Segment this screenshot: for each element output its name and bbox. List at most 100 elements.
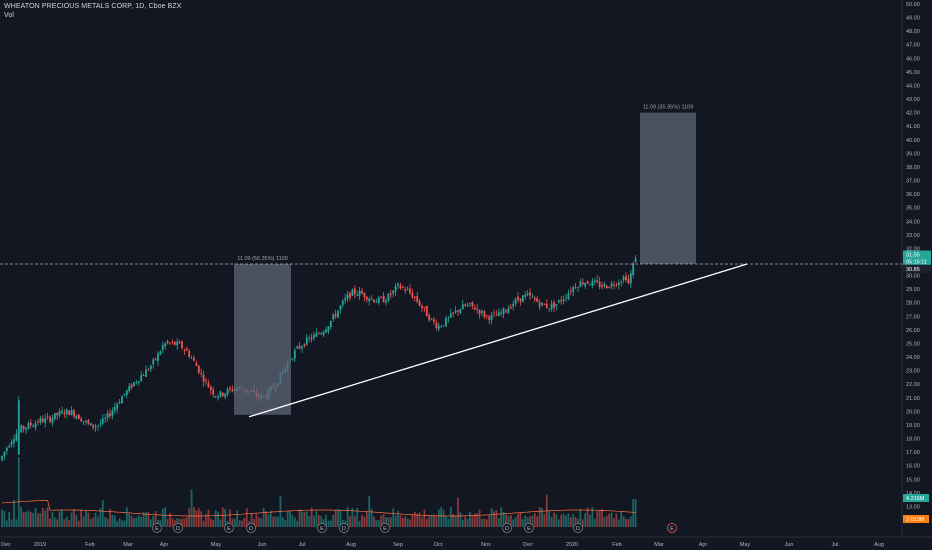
volume-bar [147, 511, 150, 527]
candle-body [565, 297, 567, 299]
candle-body [34, 423, 37, 428]
event-marker [573, 523, 583, 533]
candle-body [524, 294, 527, 297]
candle-body [197, 365, 200, 373]
volume-bar [406, 518, 409, 527]
y-tick-label: 42.00 [906, 111, 920, 117]
volume-bar [548, 510, 551, 527]
candle-body [382, 295, 385, 303]
volume-bar [169, 513, 171, 527]
candle-body [488, 316, 491, 321]
candle-body [49, 416, 51, 422]
volume-bar [425, 519, 428, 527]
volume-bar [603, 517, 606, 527]
candle-body [128, 385, 131, 392]
candle-body [178, 341, 181, 344]
candle-body [617, 282, 620, 286]
candle-body [629, 273, 632, 284]
volume-bar [382, 513, 385, 527]
volume-bar [505, 514, 507, 527]
candle-body [293, 350, 296, 359]
volume-bar [277, 516, 279, 527]
volume-bar [128, 513, 131, 527]
volume-bar [543, 513, 546, 527]
candle-body [457, 310, 459, 312]
volume-bar [440, 507, 443, 527]
volume-bar [250, 512, 253, 527]
candle-body [481, 310, 483, 313]
candle-body [581, 282, 584, 285]
candle-body [125, 390, 128, 396]
event-marker [246, 523, 256, 533]
volume-bar [214, 510, 217, 527]
candle-body [469, 303, 471, 305]
volume-bar [538, 507, 541, 527]
candle-body [466, 304, 469, 306]
candle-body [605, 285, 608, 289]
candle-body [207, 382, 210, 388]
price-tag-label: 31.55 [906, 253, 920, 259]
volume-bar [238, 520, 241, 527]
candle-body [20, 425, 23, 433]
candle-body [133, 382, 135, 387]
candle-body [502, 308, 505, 314]
volume-bar [197, 508, 200, 527]
candle-body [113, 407, 116, 411]
volume-bar [274, 516, 277, 527]
candle-body [305, 337, 308, 345]
candle-body [440, 326, 443, 328]
volume-bar [373, 516, 375, 527]
volume-bar [572, 514, 575, 527]
x-tick-label: Jul [831, 542, 838, 548]
candle-body [500, 312, 503, 314]
volume-bar [392, 508, 395, 527]
volume-bar [346, 507, 349, 527]
candle-body [505, 310, 507, 312]
candle-body [478, 309, 481, 315]
volume-bar [301, 511, 303, 527]
volume-bar [620, 511, 623, 527]
volume-bar [356, 507, 359, 527]
x-tick-label: Jul [298, 542, 305, 548]
candle-body [548, 308, 551, 310]
volume-bar [133, 518, 135, 527]
candle-body [392, 290, 395, 294]
volume-bar [555, 514, 558, 527]
volume-bar [178, 518, 181, 527]
volume-bar [577, 518, 579, 527]
candle-body [217, 396, 219, 399]
candle-body [560, 300, 563, 302]
candle-body [553, 301, 555, 308]
volume-bar [5, 520, 8, 527]
candle-body [445, 317, 447, 327]
volume-bar [557, 519, 560, 527]
volume-bar [615, 513, 618, 527]
volume-bar [77, 520, 80, 527]
volume-bar [154, 510, 157, 527]
volume-bar [113, 515, 116, 527]
price-tag-label: 30.85 [906, 267, 920, 273]
volume-bar [629, 516, 632, 527]
candle-body [339, 305, 342, 310]
volume-bar [500, 507, 503, 527]
candle-body [377, 297, 380, 303]
candle-body [231, 389, 234, 392]
price-tag [903, 264, 931, 273]
candle-body [37, 421, 39, 423]
event-marker [667, 523, 677, 533]
volume-bar [495, 510, 498, 527]
candle-body [193, 357, 195, 361]
candle-body [154, 358, 157, 360]
candle-body [394, 286, 397, 292]
volume-bar [87, 512, 90, 527]
candle-body [370, 298, 373, 300]
volume-bar [125, 507, 128, 527]
event-marker-label: E [320, 526, 324, 532]
candle-body [572, 287, 575, 293]
candle-body [574, 287, 577, 289]
volume-bar [176, 518, 179, 527]
candle-body [65, 409, 68, 414]
volume-bar [471, 516, 474, 527]
volume-bar [92, 517, 95, 527]
